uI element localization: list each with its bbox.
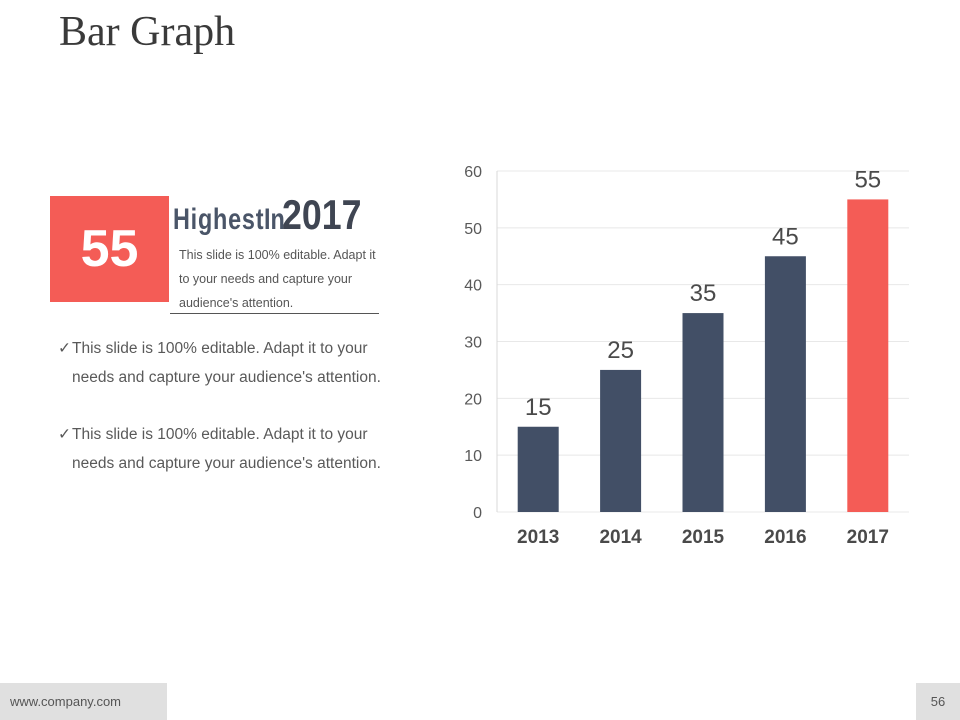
bullet-line: needs and capture your audience's attent… <box>72 455 381 472</box>
headline-word: Highest <box>173 203 265 236</box>
highlight-headline: Highest In 2017 <box>173 191 375 239</box>
slide-title: Bar Graph <box>59 9 236 55</box>
highlight-description: This slide is 100% editable. Adapt it to… <box>179 248 376 310</box>
bullet-line: This slide is 100% editable. Adapt it to… <box>72 340 368 357</box>
y-tick-label: 10 <box>464 448 482 465</box>
bar <box>600 369 642 512</box>
footer-url: www.company.com <box>0 683 167 720</box>
data-label: 15 <box>525 394 552 421</box>
checkmark-icon: ✓ <box>58 340 71 357</box>
data-label: 45 <box>772 223 799 250</box>
headline-year: 2017 <box>281 191 362 238</box>
x-tick-label: 2014 <box>599 527 642 548</box>
x-tick-label: 2013 <box>517 527 559 548</box>
bar <box>847 199 889 512</box>
y-tick-label: 20 <box>464 391 482 408</box>
bullet-line: needs and capture your audience's attent… <box>72 369 381 386</box>
y-tick-label: 60 <box>464 164 482 181</box>
y-tick-label: 0 <box>473 505 482 522</box>
bullet-item: ✓This slide is 100% editable. Adapt it t… <box>58 420 403 478</box>
bar-chart: 0 10 20 30 40 50 60 15 2013 25 2014 35 2015 45 2016 55 2… <box>464 164 909 548</box>
y-tick-label: 40 <box>464 278 482 295</box>
checkmark-icon: ✓ <box>58 426 71 443</box>
bullet-item: ✓This slide is 100% editable. Adapt it t… <box>58 334 403 392</box>
data-label: 25 <box>607 337 634 364</box>
bar <box>764 256 806 512</box>
bullet-line: This slide is 100% editable. Adapt it to… <box>72 426 368 443</box>
bar <box>517 426 559 512</box>
y-tick-label: 30 <box>464 335 482 352</box>
x-tick-label: 2015 <box>682 527 725 548</box>
x-tick-label: 2016 <box>764 527 806 548</box>
bar <box>682 313 724 512</box>
data-label: 35 <box>690 280 717 307</box>
data-label: 55 <box>854 166 881 193</box>
highlight-value-box: 55 <box>50 196 169 302</box>
divider <box>170 313 379 314</box>
x-tick-label: 2017 <box>847 527 889 548</box>
headline-in: In <box>264 203 286 236</box>
page-number: 56 <box>916 683 960 720</box>
y-tick-label: 50 <box>464 221 482 238</box>
